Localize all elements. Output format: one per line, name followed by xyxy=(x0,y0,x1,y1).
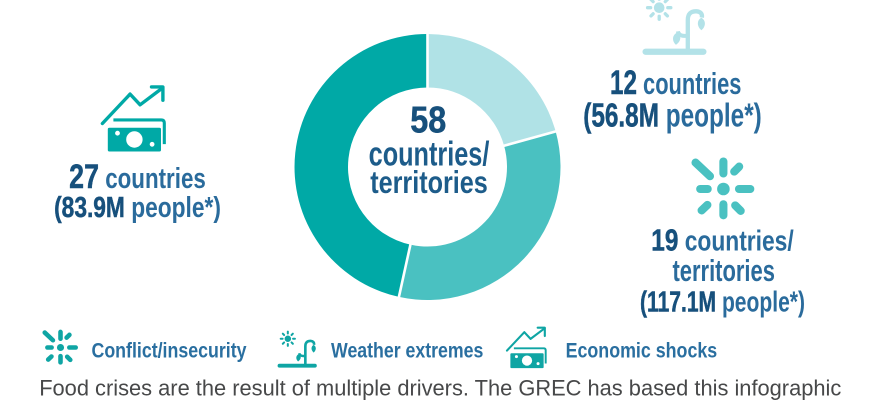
svg-text:12 countries: 12 countries xyxy=(610,64,741,102)
svg-text:(83.9M people*): (83.9M people*) xyxy=(54,190,221,223)
svg-text:58: 58 xyxy=(410,100,446,140)
svg-text:27 countries: 27 countries xyxy=(69,157,206,196)
svg-text:territories: territories xyxy=(672,253,774,288)
svg-text:territories: territories xyxy=(370,165,488,200)
svg-text:Conflict/insecurity: Conflict/insecurity xyxy=(91,339,246,363)
svg-text:(56.8M people*): (56.8M people*) xyxy=(583,98,762,134)
svg-text:(117.1M people*): (117.1M people*) xyxy=(640,286,805,318)
svg-text:Weather extremes: Weather extremes xyxy=(331,339,483,363)
svg-text:19 countries/: 19 countries/ xyxy=(651,223,793,257)
svg-text:Food crises are the result of: Food crises are the result of multiple d… xyxy=(39,376,841,400)
svg-text:countries/: countries/ xyxy=(369,136,490,173)
svg-text:Economic shocks: Economic shocks xyxy=(566,339,718,363)
